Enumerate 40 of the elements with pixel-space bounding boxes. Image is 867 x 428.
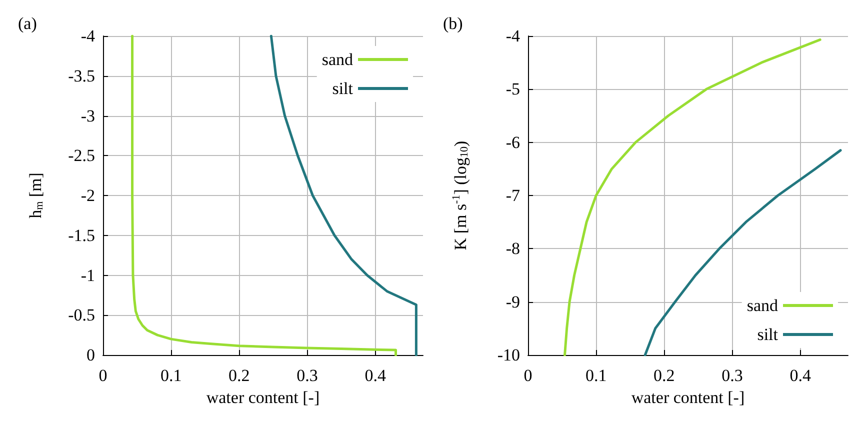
x-axis-title: water content [-] — [631, 388, 745, 407]
y-tick-label: -7 — [506, 186, 520, 205]
y-tick-label: -2 — [80, 186, 95, 205]
x-axis-title: water content [-] — [206, 388, 320, 407]
y-tick-label: -9 — [506, 292, 520, 312]
x-tick-label: 0.1 — [160, 366, 182, 385]
x-tick-label: 0 — [98, 366, 108, 385]
legend-label: silt — [332, 79, 354, 98]
y-tick-label: -4 — [506, 26, 520, 46]
x-tick-label: 0.2 — [654, 366, 675, 385]
legend-label: silt — [757, 325, 778, 344]
x-tick-label: 0.4 — [790, 366, 812, 385]
line-series — [131, 34, 398, 356]
x-tick-label: 0 — [524, 366, 532, 385]
line-series — [644, 149, 842, 356]
line-series — [564, 38, 822, 356]
y-tick-label: -1.5 — [68, 226, 95, 245]
legend-label: sand — [322, 50, 354, 69]
y-tick-label: -1 — [80, 266, 95, 285]
chart-title: (b) — [443, 14, 463, 33]
y-tick-label: 0 — [86, 346, 95, 364]
y-tick-label: -8 — [506, 239, 520, 258]
x-tick-label: 0.3 — [722, 366, 743, 385]
x-tick-label: 0.3 — [296, 366, 318, 385]
y-tick-label: -4 — [80, 26, 96, 46]
y-tick-label: -2.5 — [68, 146, 95, 166]
y-tick-label: -6 — [506, 132, 520, 152]
y-tick-label: -5 — [506, 80, 520, 99]
y-axis-title: K [m s-1] (log10) — [450, 140, 470, 250]
y-axis-title: hm [m] — [26, 172, 46, 218]
line-series — [270, 34, 418, 356]
y-tick-label: -3.5 — [68, 66, 95, 86]
y-tick-label: -10 — [497, 346, 520, 364]
x-tick-label: 0.4 — [364, 366, 386, 385]
y-tick-label: -0.5 — [68, 306, 95, 325]
legend-label: sand — [746, 296, 778, 315]
x-tick-label: 0.1 — [585, 366, 607, 385]
x-tick-label: 0.2 — [228, 366, 250, 385]
y-tick-label: -3 — [80, 106, 95, 126]
chart-title: (a) — [18, 14, 37, 33]
